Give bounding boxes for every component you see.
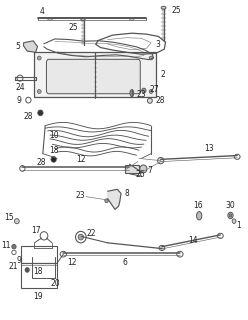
Text: 12: 12 <box>67 258 76 267</box>
Text: 26: 26 <box>135 171 145 180</box>
Ellipse shape <box>148 98 152 103</box>
Ellipse shape <box>229 214 232 217</box>
Text: 3: 3 <box>155 40 160 49</box>
Text: 4: 4 <box>39 7 44 16</box>
Ellipse shape <box>12 244 16 249</box>
Text: 21: 21 <box>8 262 18 271</box>
Text: 28: 28 <box>23 112 33 121</box>
Text: 2: 2 <box>161 70 165 79</box>
Text: 23: 23 <box>75 191 85 200</box>
Text: 6: 6 <box>122 258 127 267</box>
Text: 24: 24 <box>15 83 25 92</box>
Text: 27: 27 <box>149 85 159 94</box>
Text: 20: 20 <box>50 278 60 288</box>
FancyBboxPatch shape <box>46 59 140 94</box>
Text: 10: 10 <box>50 131 59 140</box>
Ellipse shape <box>78 234 84 240</box>
Polygon shape <box>108 189 121 209</box>
Ellipse shape <box>130 90 134 97</box>
Text: 9: 9 <box>16 96 21 105</box>
Ellipse shape <box>37 56 41 60</box>
Ellipse shape <box>161 6 166 9</box>
Text: 23: 23 <box>136 90 146 99</box>
Ellipse shape <box>14 219 19 224</box>
Ellipse shape <box>81 18 85 20</box>
Text: 7: 7 <box>148 166 152 175</box>
Text: 13: 13 <box>204 144 214 153</box>
Polygon shape <box>24 41 37 52</box>
Text: 15: 15 <box>4 213 14 222</box>
Text: 18: 18 <box>33 267 43 276</box>
Text: 12: 12 <box>77 155 86 164</box>
Text: 19: 19 <box>33 292 42 301</box>
Ellipse shape <box>149 90 153 93</box>
Text: 8: 8 <box>124 189 129 198</box>
Ellipse shape <box>51 156 56 162</box>
Ellipse shape <box>159 245 165 251</box>
Text: 11: 11 <box>1 241 11 250</box>
Text: 28: 28 <box>156 96 165 105</box>
Ellipse shape <box>142 88 146 93</box>
Text: 25: 25 <box>172 6 181 15</box>
Ellipse shape <box>38 110 43 116</box>
Ellipse shape <box>149 56 153 60</box>
Ellipse shape <box>232 219 236 223</box>
Text: 17: 17 <box>31 226 41 235</box>
Text: 1: 1 <box>237 221 241 230</box>
Text: 30: 30 <box>225 201 235 210</box>
Ellipse shape <box>197 212 202 220</box>
Ellipse shape <box>25 268 29 272</box>
Ellipse shape <box>105 199 108 203</box>
Text: 22: 22 <box>87 229 96 238</box>
Bar <box>124 165 139 173</box>
Text: 25: 25 <box>68 23 78 32</box>
Text: 16: 16 <box>193 201 203 210</box>
Ellipse shape <box>157 157 164 164</box>
Text: 18: 18 <box>49 146 58 155</box>
Ellipse shape <box>228 212 233 219</box>
Ellipse shape <box>37 90 41 93</box>
Text: 28: 28 <box>36 158 46 167</box>
Bar <box>34 52 156 97</box>
Text: 14: 14 <box>188 236 198 245</box>
Bar <box>21 246 57 288</box>
Text: 9: 9 <box>17 256 22 265</box>
Text: 5: 5 <box>15 42 20 52</box>
Ellipse shape <box>140 165 147 173</box>
